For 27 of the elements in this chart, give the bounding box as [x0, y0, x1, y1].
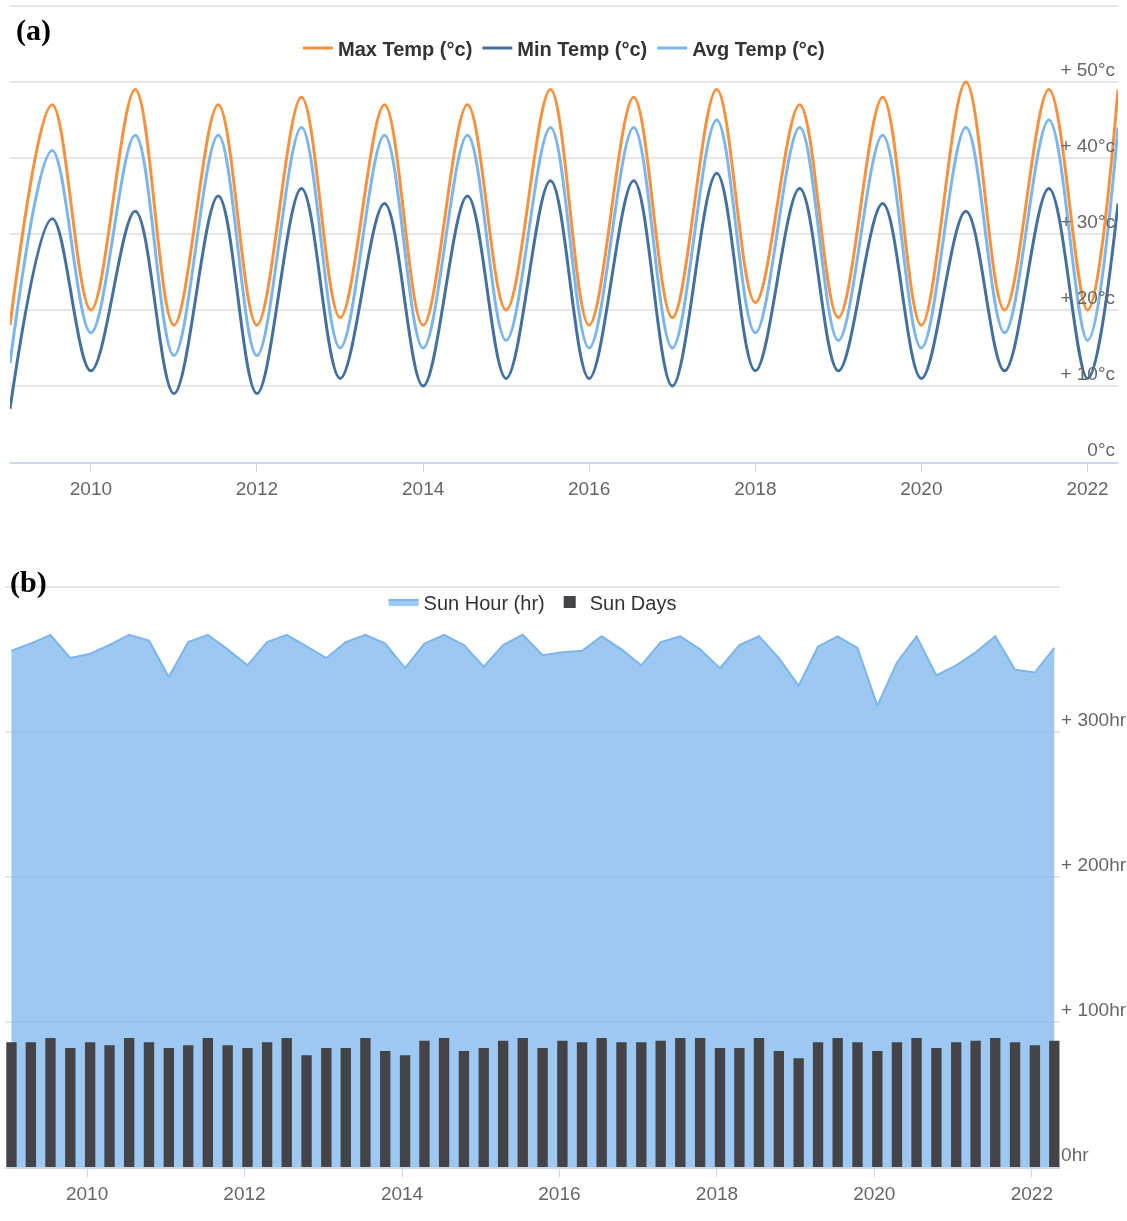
x-tick-label: 2014 [401, 477, 445, 499]
x-tick-label: 2022 [1010, 1182, 1054, 1204]
x-tick-label: 2012 [223, 1182, 266, 1204]
x-tick-label: 2022 [1066, 477, 1109, 499]
y-tick-label: 0hr [1061, 1143, 1090, 1165]
legend-label: Avg Temp (°c) [692, 37, 825, 60]
legend-label: Max Temp (°c) [338, 37, 473, 60]
y-tick-label: 0°c [1087, 438, 1116, 460]
y-tick-label: + 300hr [1061, 708, 1127, 730]
y-tick-label: + 50°c [1060, 58, 1116, 80]
x-tick-label: 2010 [69, 477, 113, 499]
x-tick-label: 2012 [235, 477, 279, 499]
y-tick-label: + 100hr [1061, 998, 1127, 1020]
x-tick-label: 2014 [380, 1182, 424, 1204]
x-tick-label: 2016 [567, 477, 611, 499]
annotation: (a) [16, 13, 51, 47]
legend-label: Sun Hour (hr) [423, 591, 545, 614]
y-tick-label: + 200hr [1061, 853, 1127, 875]
annotation: (b) [10, 565, 47, 599]
x-tick-label: 2018 [695, 1182, 739, 1204]
x-tick-label: 2018 [734, 477, 777, 499]
x-tick-label: 2020 [900, 477, 943, 499]
x-tick-label: 2010 [65, 1182, 109, 1204]
legend-label: Sun Days [589, 591, 677, 614]
x-tick-label: 2020 [853, 1182, 896, 1204]
legend-label: Min Temp (°c) [517, 37, 648, 60]
x-tick-label: 2016 [538, 1182, 581, 1204]
